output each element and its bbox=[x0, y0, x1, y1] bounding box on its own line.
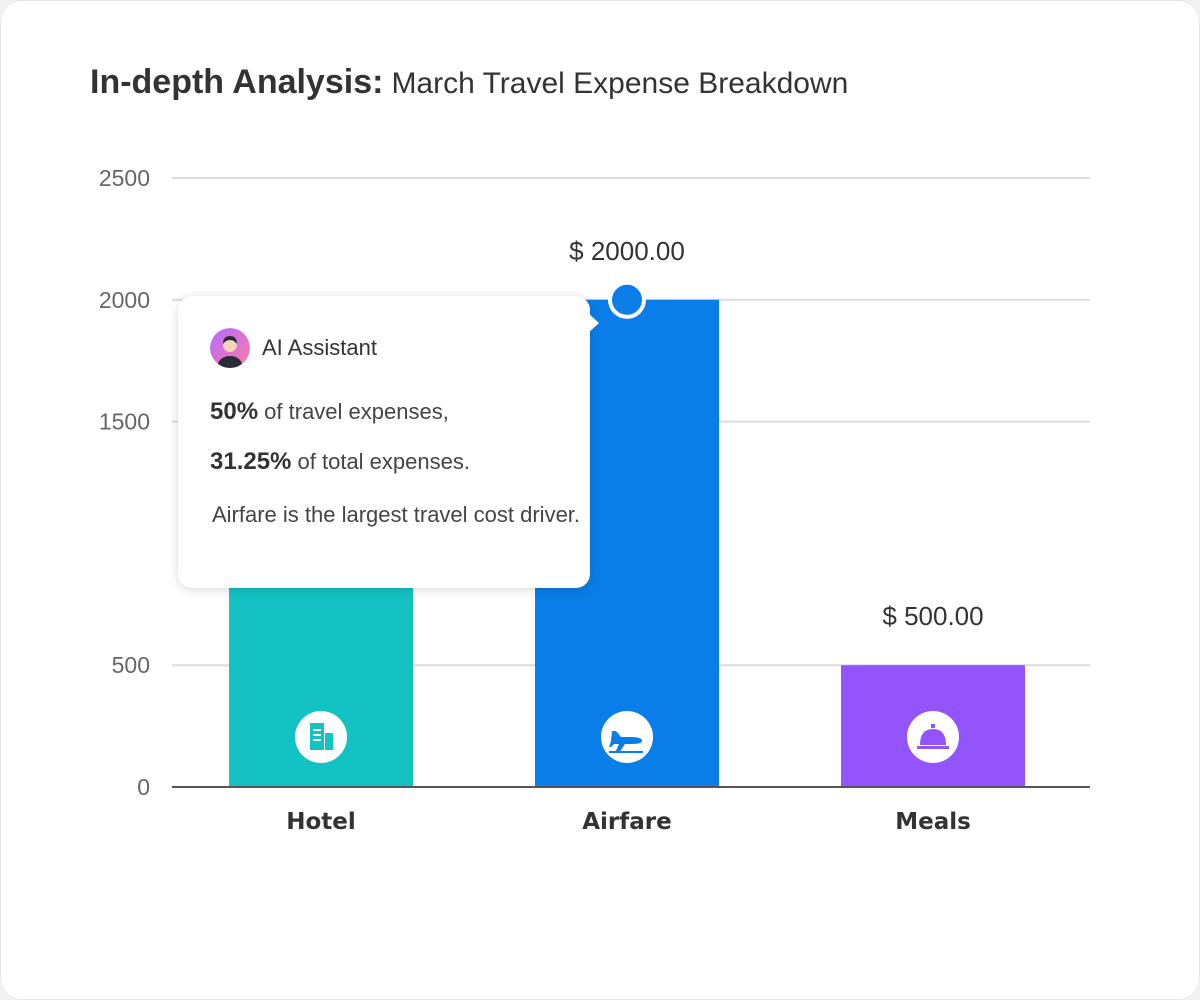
x-tick-label-airfare: Airfare bbox=[582, 809, 672, 835]
airplane-shape bbox=[609, 731, 642, 753]
bell-knob bbox=[931, 724, 935, 728]
y-tick-label-0: 0 bbox=[137, 774, 150, 800]
chart-title-strong: In-depth Analysis: bbox=[90, 63, 384, 101]
travel-share-value: 50% bbox=[210, 398, 259, 425]
bell-base bbox=[917, 746, 949, 749]
building-icon bbox=[295, 711, 347, 763]
building-annex bbox=[325, 733, 333, 750]
bell-dome bbox=[920, 729, 946, 745]
y-tick-label-2000: 2000 bbox=[99, 287, 150, 313]
service-bell-icon bbox=[907, 711, 959, 763]
tooltip-line-total-share: 31.25% of total expenses. bbox=[210, 448, 470, 476]
building-window-0 bbox=[313, 729, 321, 731]
tooltip-header: AI Assistant bbox=[210, 328, 377, 368]
y-tick-label-1500: 1500 bbox=[99, 409, 150, 435]
ai-assistant-tooltip: AI Assistant 50% of travel expenses, 31.… bbox=[178, 296, 599, 588]
tooltip-note: Airfare is the largest travel cost drive… bbox=[212, 502, 581, 527]
data-label-meals: $ 500.00 bbox=[882, 601, 983, 631]
building-main bbox=[310, 723, 324, 750]
y-tick-label-2500: 2500 bbox=[99, 165, 150, 191]
airplane-icon bbox=[601, 711, 653, 763]
y-tick-label-500: 500 bbox=[112, 652, 150, 678]
building-window-2 bbox=[313, 739, 321, 741]
building-window-1 bbox=[313, 734, 321, 736]
assistant-name: AI Assistant bbox=[262, 335, 377, 360]
total-share-value: 31.25% bbox=[210, 448, 292, 475]
tooltip-pointer bbox=[587, 312, 599, 334]
chart-title-subtitle: March Travel Expense Breakdown bbox=[391, 67, 849, 100]
x-tick-label-meals: Meals bbox=[895, 809, 971, 835]
data-label-airfare: $ 2000.00 bbox=[569, 236, 685, 266]
x-tick-label-hotel: Hotel bbox=[286, 809, 356, 835]
total-share-text: of total expenses. bbox=[297, 449, 470, 474]
chart-title: In-depth Analysis: March Travel Expense B… bbox=[90, 63, 848, 102]
tooltip-line-travel-share: 50% of travel expenses, bbox=[210, 398, 449, 426]
assistant-avatar-icon bbox=[210, 328, 250, 368]
highlight-point bbox=[608, 280, 646, 319]
travel-share-text: of travel expenses, bbox=[264, 399, 449, 424]
